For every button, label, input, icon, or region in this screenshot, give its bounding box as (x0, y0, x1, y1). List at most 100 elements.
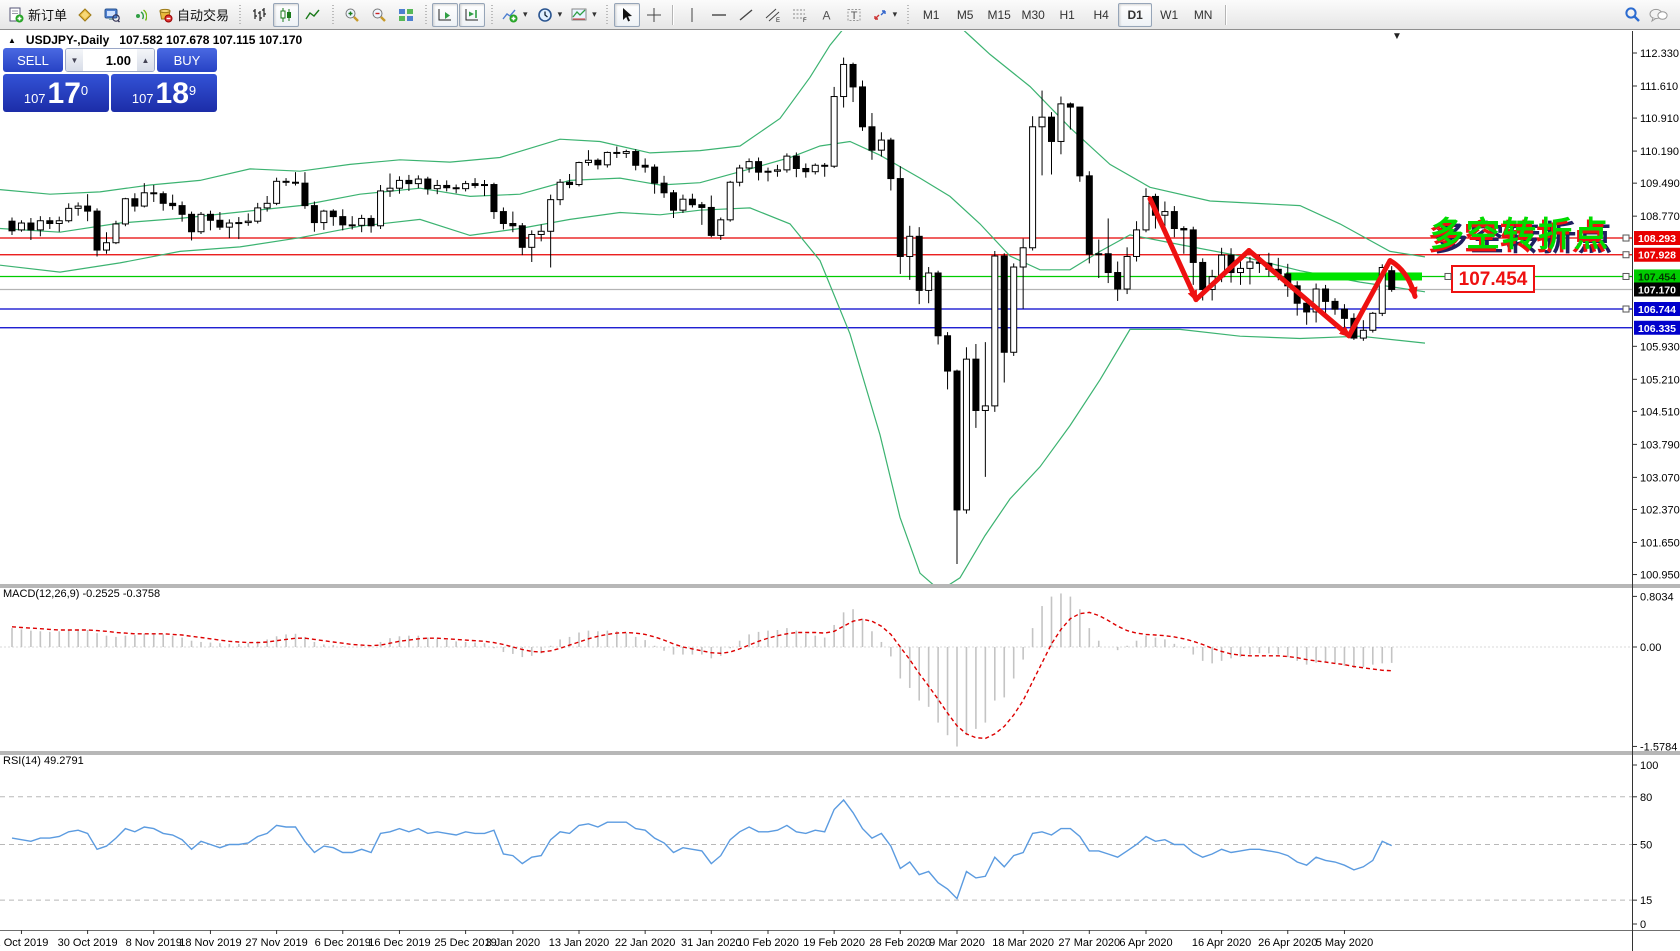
svg-text:T: T (850, 10, 857, 22)
line-chart-button[interactable] (300, 3, 326, 27)
zoom-out-button[interactable] (366, 3, 392, 27)
text-label-tool-button[interactable]: T (841, 3, 867, 27)
tile-windows-button[interactable] (393, 3, 419, 27)
sell-button[interactable]: SELL (3, 48, 63, 72)
toolbar-grip (489, 4, 495, 25)
pivot-annotation-text: 多空转折点 (1434, 220, 1614, 258)
zoom-in-button[interactable] (339, 3, 365, 27)
timeframe-m15-button[interactable]: M15 (987, 7, 1011, 22)
chevron-down-icon: ▾ (592, 9, 597, 19)
chart-shift-button[interactable] (459, 2, 486, 27)
timeframe-d1-button[interactable]: D1 (1118, 2, 1153, 27)
horizontal-line-tool-button[interactable] (706, 3, 732, 27)
svg-text:103.790: 103.790 (1640, 439, 1680, 451)
vertical-line-icon (684, 7, 700, 23)
timeframe-m30-button[interactable]: M30 (1021, 7, 1045, 22)
chart-dropdown-caret-icon[interactable]: ▼ (1392, 31, 1402, 42)
chart-window: 多空转折点 多空转折点 多空转折点 107.454 112.330 111.610 110.… (0, 31, 1680, 951)
svg-text:106.744: 106.744 (1638, 304, 1676, 316)
close-value: 107.170 (258, 33, 303, 47)
low-value: 107.115 (212, 33, 256, 47)
price-tag-text: 107.454 (1459, 269, 1528, 290)
buy-price-button[interactable]: 107 18 9 (111, 74, 217, 112)
svg-text:18 Nov 2019: 18 Nov 2019 (179, 937, 241, 949)
templates-dropdown[interactable]: ▾ (567, 3, 601, 27)
symbol-period-label: USDJPY-,Daily (25, 33, 110, 47)
volume-decrease-button[interactable]: ▼ (66, 49, 83, 71)
toolbar-grip (905, 4, 911, 25)
tile-windows-icon (398, 7, 414, 23)
trendline-tool-button[interactable] (733, 3, 759, 27)
svg-text:0.00: 0.00 (1640, 642, 1661, 654)
equidistant-channel-tool-button[interactable]: E (760, 3, 786, 27)
new-order-button[interactable]: 新订单 (4, 3, 71, 27)
toolbar-grip (330, 4, 336, 25)
toolbar-grip (604, 4, 610, 25)
svg-text:8 Nov 2019: 8 Nov 2019 (126, 937, 182, 949)
add-indicator-icon (502, 7, 518, 23)
volume-increase-button[interactable]: ▲ (137, 49, 154, 71)
chart-canvas[interactable]: 多空转折点多空转折点多空转折点107.454112.330111.610110.… (0, 31, 1680, 951)
periods-dropdown[interactable]: ▾ (533, 3, 567, 27)
crosshair-icon (646, 7, 662, 23)
search-icon[interactable] (1624, 6, 1641, 23)
timeframe-w1-button[interactable]: W1 (1160, 7, 1179, 22)
crosshair-tool-button[interactable] (641, 3, 667, 27)
text-label-icon: T (846, 7, 862, 23)
text-tool-button[interactable]: A (814, 3, 840, 27)
monitor-icon (104, 7, 121, 23)
rsi-line (11, 798, 1392, 900)
timeframe-mn-button[interactable]: MN (1193, 7, 1213, 22)
toolbar-separator (671, 4, 674, 25)
svg-text:31 Jan 2020: 31 Jan 2020 (681, 937, 742, 949)
auto-scroll-button[interactable] (432, 2, 459, 27)
toolbar-grip (423, 4, 429, 25)
indicators-dropdown[interactable]: ▾ (498, 3, 532, 27)
open-value: 107.582 (119, 33, 163, 47)
svg-text:1 Oct 2019: 1 Oct 2019 (0, 937, 48, 949)
buy-button[interactable]: BUY (157, 48, 217, 72)
auto-trading-button[interactable]: 自动交易 (153, 3, 233, 27)
timeframe-m1-button[interactable]: M1 (922, 7, 940, 22)
svg-text:107.454: 107.454 (1638, 271, 1676, 283)
volume-input[interactable]: 1.00 (83, 49, 137, 71)
cursor-tool-button[interactable] (613, 2, 640, 27)
svg-text:100.950: 100.950 (1640, 570, 1680, 582)
buy-price-sup: 9 (188, 83, 197, 98)
line-chart-icon (305, 7, 321, 23)
arrows-dropdown[interactable]: ▾ (868, 3, 902, 27)
support-zone-bar (1286, 272, 1422, 281)
metaeditor-button[interactable] (72, 3, 98, 27)
macd-signal-line (11, 611, 1392, 740)
timeframe-h1-button[interactable]: H1 (1059, 7, 1075, 22)
svg-text:112.330: 112.330 (1640, 48, 1679, 60)
timeframe-group: M1 M5 M15 M30 H1 H4 D1 W1 MN (914, 2, 1220, 27)
svg-text:19 Feb 2020: 19 Feb 2020 (803, 937, 865, 949)
fibonacci-tool-button[interactable]: F (787, 3, 813, 27)
price-tag-box (1451, 265, 1535, 293)
svg-text:-1.5784: -1.5784 (1640, 741, 1677, 753)
chevron-down-icon: ▾ (557, 9, 563, 19)
candlestick-chart-button[interactable] (273, 2, 300, 27)
one-click-trading-panel: SELL ▼ 1.00 ▲ BUY 107 17 0 107 18 9 (3, 48, 217, 112)
chat-icon[interactable] (1649, 7, 1668, 23)
vertical-line-tool-button[interactable] (679, 3, 705, 27)
volume-stepper: ▼ 1.00 ▲ (65, 48, 155, 72)
chevron-down-icon: ▾ (523, 9, 528, 19)
bar-chart-button[interactable] (246, 3, 272, 27)
ohlc-bars-icon (251, 7, 267, 23)
svg-text:22 Jan 2020: 22 Jan 2020 (615, 937, 676, 949)
svg-text:107.928: 107.928 (1638, 250, 1676, 262)
high-value: 107.678 (166, 33, 210, 47)
macd-indicator-label: MACD(12,26,9) -0.2525 -0.3758 (3, 588, 161, 600)
template-icon (571, 7, 587, 23)
horizontal-line-icon (711, 7, 727, 23)
signals-button[interactable] (126, 3, 152, 27)
market-watch-button[interactable] (99, 3, 125, 27)
zigzag-annotation (1147, 196, 1418, 339)
timeframe-m5-button[interactable]: M5 (956, 7, 974, 22)
svg-text:E: E (776, 18, 780, 23)
timeframe-h4-button[interactable]: H4 (1093, 7, 1109, 22)
sell-price-button[interactable]: 107 17 0 (3, 74, 109, 112)
